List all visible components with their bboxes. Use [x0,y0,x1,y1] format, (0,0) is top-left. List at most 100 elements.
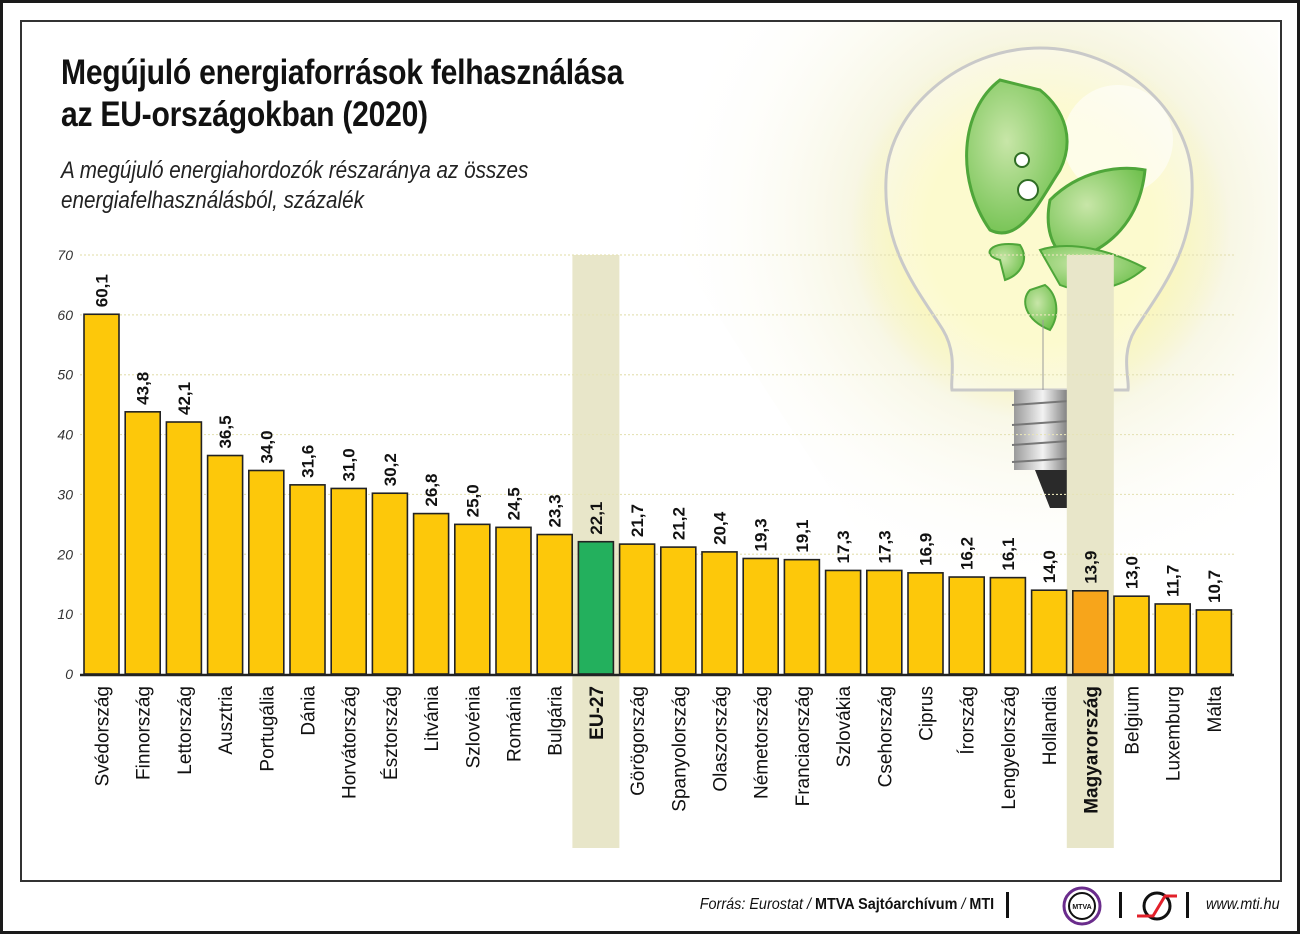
data-label: 10,7 [1205,570,1224,603]
mtva-logo-icon: MTVA [1062,886,1102,926]
x-tick-label: Hollandia [1040,686,1061,766]
x-tick-label: Bulgária [546,686,567,756]
data-label: 22,1 [587,502,606,535]
data-label: 26,8 [422,473,441,506]
x-tick-label: Németország [752,686,773,799]
data-label: 31,6 [299,445,318,478]
x-tick-label: Lengyelország [999,686,1020,810]
footer-divider [1119,892,1122,918]
data-label: 25,0 [463,484,482,517]
bar [1154,603,1191,675]
bar [1072,589,1109,675]
bar [577,540,615,675]
bar [289,484,326,675]
y-tick-label: 0 [65,666,73,682]
x-tick-label: Románia [505,686,526,762]
bar [824,569,862,675]
data-label: 60,1 [93,274,112,307]
x-tick-label: Írország [958,686,979,755]
x-tick-label: Luxemburg [1164,686,1185,781]
bar [495,526,532,675]
bar [618,543,656,675]
bar [865,569,903,675]
bar [742,557,780,675]
x-tick-label: Spanyolország [669,686,690,812]
x-tick-label: Finnország [134,686,155,780]
bar [1195,609,1233,675]
x-tick-label: Szlovénia [463,686,484,769]
x-tick-label: Görögország [628,686,649,796]
data-label: 14,0 [1040,550,1059,583]
data-label: 17,3 [875,530,894,563]
data-label: 34,0 [257,430,276,463]
data-label: 43,8 [134,372,153,405]
y-tick-label: 70 [57,247,73,263]
bar [206,454,244,675]
footer: Forrás: Eurostat / MTVA Sajtóarchívum / … [0,882,1300,930]
source-archive: MTVA Sajtóarchívum [814,896,958,913]
bar [124,411,161,675]
title-line-1: Megújuló energiaforrások felhasználása [61,53,624,92]
mti-logo-icon [1137,891,1177,921]
y-tick-label: 60 [57,307,73,323]
x-tick-label: Dánia [299,686,320,736]
data-label: 20,4 [711,511,730,545]
bar [165,421,203,675]
bar [701,551,738,675]
data-label: 16,1 [999,538,1018,571]
data-label: 16,2 [958,537,977,570]
bar [248,469,285,675]
data-label: 21,2 [669,507,688,540]
data-label: 23,3 [546,494,565,527]
bar [907,572,944,675]
data-label: 11,7 [1164,565,1183,597]
bar [1113,595,1150,675]
data-label: 24,5 [505,487,524,520]
source-mti: MTI [969,896,994,913]
data-label: 19,1 [793,520,812,553]
website-url[interactable]: www.mti.hu [1206,896,1280,913]
x-tick-label: Horvátország [340,686,361,799]
x-tick-label: Lettország [175,686,196,775]
subtitle-line-2: energiafelhasználásból, százalék [61,187,364,214]
bar [330,487,368,675]
x-tick-label: Észtország [381,686,402,780]
x-tick-label: Litvánia [422,686,443,752]
y-tick-label: 40 [57,427,73,443]
x-tick-label: Magyarország [1081,686,1102,814]
bar [948,576,986,675]
highlight-column [1066,255,1114,848]
source-prefix: Forrás: Eurostat / [699,896,815,913]
y-tick-label: 10 [57,606,73,622]
data-label: 36,5 [216,415,235,448]
source-credit: Forrás: Eurostat / MTVA Sajtóarchívum / … [700,896,994,914]
bar [371,492,409,675]
data-label: 13,9 [1081,551,1100,584]
subtitle-line-1: A megújuló energiahordozók részaránya az… [61,157,529,184]
data-label: 21,7 [628,504,647,537]
data-label: 17,3 [834,530,853,563]
data-label: 19,3 [752,518,771,551]
bar [453,523,491,675]
bar [989,576,1027,675]
y-tick-label: 30 [57,486,73,502]
data-label: 30,2 [381,453,400,486]
x-tick-label: Franciaország [793,686,814,806]
title-line-2: az EU-országokban (2020) [61,95,428,134]
data-label: 31,0 [340,448,359,481]
bar [83,313,120,675]
x-tick-label: Olaszország [711,686,732,792]
y-tick-label: 20 [56,546,73,562]
bar [659,546,697,675]
x-tick-label: Szlovákia [834,686,855,768]
x-tick-label: EU-27 [587,686,608,740]
footer-divider [1006,892,1009,918]
x-tick-label: Málta [1205,686,1226,733]
x-tick-label: Svédország [93,686,114,786]
chart-title: Megújuló energiaforrások felhasználása a… [61,52,624,136]
chart-subtitle: A megújuló energiahordozók részaránya az… [61,156,528,216]
data-label: 42,1 [175,382,194,415]
x-tick-label: Ciprus [917,686,938,741]
x-tick-label: Csehország [875,686,896,787]
